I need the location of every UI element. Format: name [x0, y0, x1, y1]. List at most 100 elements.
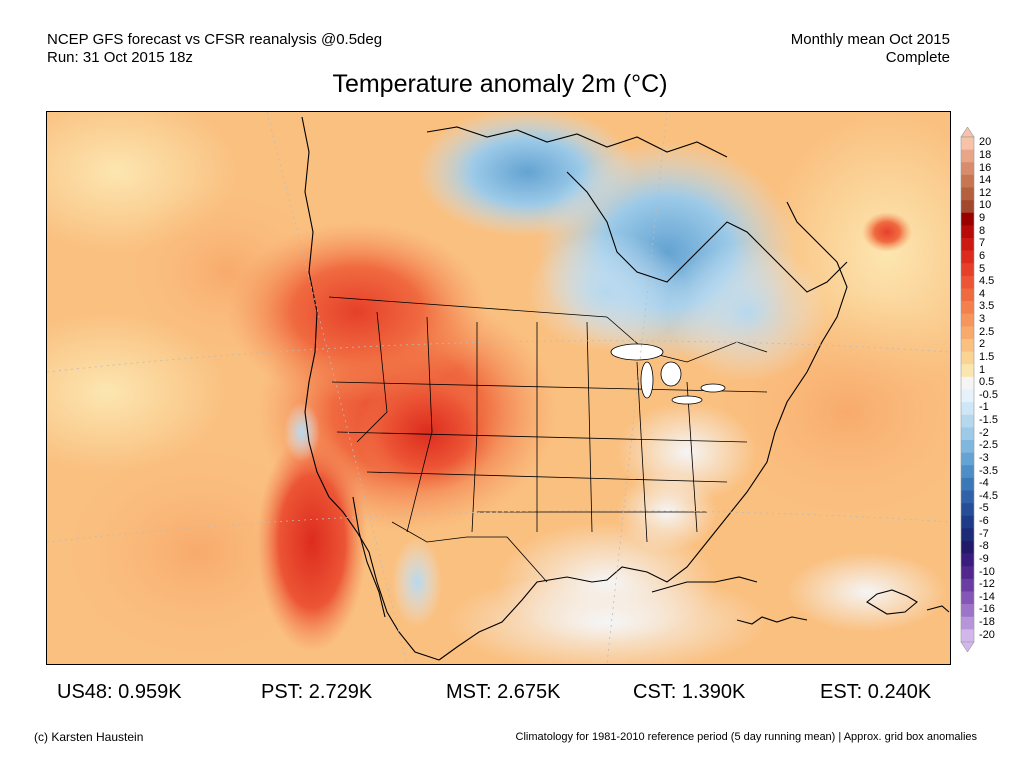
us-canada-border-west	[328, 296, 608, 318]
colorbar-swatch	[961, 427, 974, 441]
warm-core-rockies	[357, 372, 497, 492]
state-line-7	[686, 381, 698, 533]
colorbar-label: -2	[979, 426, 989, 439]
period-label: Monthly mean Oct 2015	[790, 31, 950, 48]
colorbar-swatch	[961, 452, 974, 466]
regional-stats: US48: 0.959K PST: 2.729K MST: 2.675K CST…	[0, 681, 1024, 705]
state-line-2	[406, 316, 433, 533]
baja-peninsula	[352, 496, 386, 618]
colorbar-swatch	[961, 515, 974, 529]
colorbar-label: -12	[979, 578, 995, 591]
colorbar-label: -1.5	[979, 414, 998, 427]
colorbar-label: 1	[979, 363, 986, 376]
colorbar-label: 10	[979, 199, 992, 212]
colorbar-swatch	[961, 200, 974, 214]
colorbar-swatch	[961, 578, 974, 592]
neutral-caribbean	[447, 572, 767, 664]
graticule	[47, 112, 950, 664]
stat-pst: PST: 2.729K	[261, 681, 373, 703]
colorbar-swatch	[961, 402, 974, 416]
warm-core-northwest	[227, 222, 487, 402]
colorbar-label: -8	[979, 540, 989, 553]
header-left: NCEP GFS forecast vs CFSR reanalysis @0.…	[47, 31, 382, 67]
graticule-meridian-2	[606, 112, 668, 664]
colorbar-arrow-bottom	[960, 641, 975, 652]
colorbar-swatch	[961, 440, 974, 453]
state-row-2	[336, 431, 748, 443]
colorbar-label: -10	[979, 565, 995, 578]
graticule-parallel-1	[47, 340, 950, 373]
colorbar-swatch	[961, 263, 974, 277]
colorbar-swatch	[961, 187, 974, 201]
run-time: Run: 31 Oct 2015 18z	[47, 49, 193, 66]
colorbar-label: -0.5	[979, 388, 998, 401]
colorbar-swatch	[961, 339, 974, 352]
state-line-5	[586, 321, 593, 533]
colorbar-swatch	[961, 326, 974, 340]
colorbar-swatch	[961, 629, 974, 643]
state-row-1	[331, 381, 768, 393]
colorbar-swatch	[961, 490, 974, 504]
colorbar-label: 5	[979, 262, 986, 275]
colorbar-label: 8	[979, 224, 986, 237]
graticule-meridian-1	[266, 112, 408, 664]
graticule-parallel-2	[47, 510, 950, 543]
colorbar-label: -20	[979, 628, 995, 641]
arctic-coast	[426, 126, 728, 158]
coastlines	[301, 116, 950, 661]
model-description: NCEP GFS forecast vs CFSR reanalysis @0.…	[47, 31, 383, 48]
colorbar-swatch	[961, 238, 974, 251]
cool-mexico-highlands	[392, 537, 442, 627]
hispaniola	[866, 589, 918, 615]
colorbar-label: 4	[979, 287, 986, 300]
colorbar-label: 6	[979, 249, 986, 262]
colorbar-swatch	[961, 541, 974, 554]
colorbar-label: 3.5	[979, 300, 995, 313]
colorbar-swatch	[961, 313, 974, 327]
colorbar-swatch	[961, 225, 974, 239]
stat-est: EST: 0.240K	[820, 681, 932, 703]
colorbar-label: -14	[979, 590, 995, 603]
colorbar-label: 2	[979, 338, 986, 351]
colorbar-label: 20	[979, 136, 992, 149]
colorbar-label: 2.5	[979, 325, 995, 338]
colorbar-swatch	[961, 465, 974, 479]
colorbar-swatch	[961, 149, 974, 163]
lake-ontario	[700, 383, 726, 393]
great-lakes	[610, 343, 726, 405]
climatology-note: Climatology for 1981-2010 reference peri…	[515, 731, 977, 743]
stat-mst: MST: 2.675K	[446, 681, 561, 703]
colorbar-label: 18	[979, 148, 992, 161]
us-mexico-border	[391, 521, 548, 583]
colorbar-label: -9	[979, 552, 989, 565]
colorbar-label: -16	[979, 603, 995, 616]
hudson-bay-coast	[566, 171, 848, 293]
colorbar-label: 4.5	[979, 275, 995, 288]
state-line-1	[356, 311, 388, 443]
lake-huron	[660, 361, 682, 387]
lake-superior	[610, 343, 664, 361]
colorbar-swatch	[961, 162, 974, 176]
colorbar-label: 14	[979, 174, 992, 187]
colorbar-swatch	[961, 528, 974, 542]
state-line-3	[471, 322, 478, 533]
anomaly-map	[46, 111, 951, 665]
pacific-coastline	[301, 116, 440, 661]
colorbar-swatch	[961, 275, 974, 289]
colorbar-swatch	[961, 389, 974, 403]
colorbar-swatch	[961, 376, 974, 390]
colorbar-label: 3	[979, 313, 986, 326]
state-row-3	[366, 471, 728, 483]
header-right: Monthly mean Oct 2015 Complete	[791, 31, 950, 67]
colorbar-swatch	[961, 503, 974, 517]
colorbar-swatch	[961, 364, 974, 378]
warm-core-baja-coast	[257, 432, 367, 652]
colorbar-swatch	[961, 553, 974, 567]
colorbar-swatch	[961, 351, 974, 365]
colorbar-label: -4	[979, 477, 989, 490]
colorbar-swatch	[961, 288, 974, 302]
gulf-atlantic-coastline	[438, 201, 848, 661]
anomaly-map-svg	[47, 112, 950, 664]
colorbar-swatch	[961, 477, 974, 491]
copyright: (c) Karsten Haustein	[34, 730, 144, 744]
